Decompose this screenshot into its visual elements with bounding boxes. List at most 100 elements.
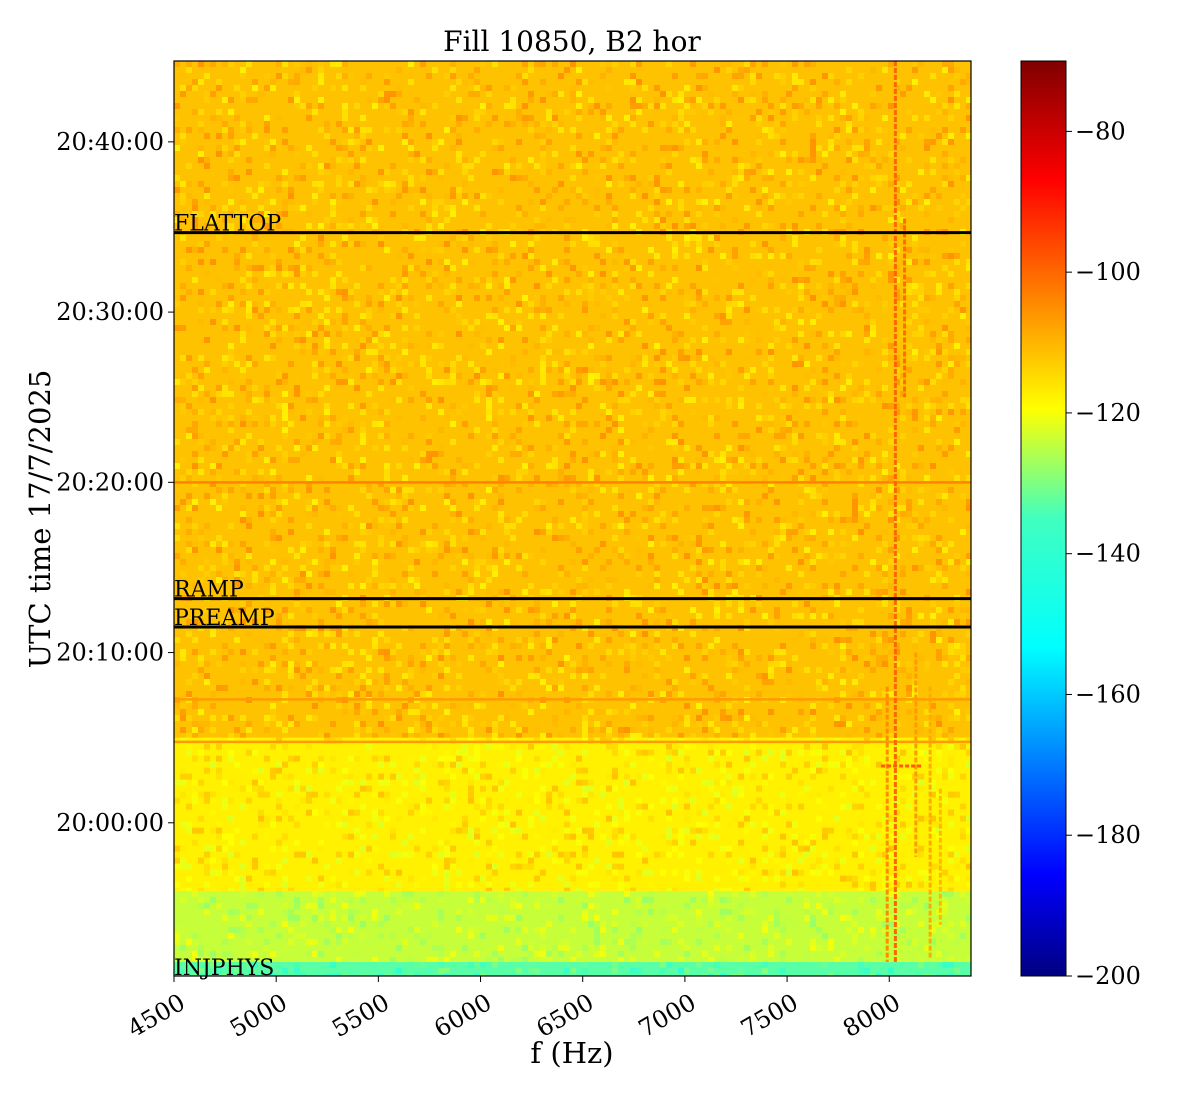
heatmap-cell [510,956,516,962]
heatmap-cell [660,511,666,517]
heatmap-cell [432,863,438,870]
heatmap-cell [396,908,402,915]
heatmap-cell [882,475,888,481]
heatmap-cell [894,217,900,223]
heatmap-cell [408,151,414,157]
heatmap-cell [372,815,378,822]
heatmap-cell [930,97,936,103]
heatmap-cell [948,355,954,361]
heatmap-cell [942,890,948,897]
heatmap-cell [288,487,294,493]
heatmap-cell [612,967,618,974]
heatmap-cell [414,902,420,909]
heatmap-cell [612,926,618,933]
heatmap-cell [912,235,918,241]
heatmap-cell [714,211,720,217]
heatmap-cell [474,367,480,373]
heatmap-cell [966,475,971,481]
heatmap-cell [888,259,894,265]
heatmap-cell [918,791,924,798]
heatmap-cell [678,397,684,403]
heatmap-cell [846,761,852,768]
heatmap-cell [960,932,966,939]
heatmap-cell [270,869,276,876]
heatmap-cell [684,875,690,882]
heatmap-cell [384,815,390,822]
heatmap-cell [510,743,516,750]
heatmap-cell [684,253,690,259]
heatmap-cell [870,127,876,133]
heatmap-cell [378,361,384,367]
heatmap-cell [792,920,798,927]
heatmap-cell [510,241,516,247]
heatmap-cell [582,737,588,744]
heatmap-cell [642,475,648,481]
heatmap-cell [474,839,480,846]
heatmap-cell [240,73,246,79]
heatmap-cell [444,845,450,852]
heatmap-cell [744,511,750,517]
heatmap-cell [510,857,516,864]
heatmap-cell [786,890,792,897]
heatmap-cell [960,205,966,211]
heatmap-cell [804,529,810,535]
heatmap-cell [510,409,516,415]
heatmap-cell [378,505,384,511]
heatmap-cell [816,223,822,229]
heatmap-cell [930,157,936,163]
heatmap-cell [558,349,564,355]
heatmap-cell [204,271,210,277]
heatmap-cell [180,259,186,265]
heatmap-cell [456,529,462,535]
heatmap-cell [240,247,246,253]
heatmap-cell [552,115,558,121]
heatmap-cell [960,773,966,780]
heatmap-cell [522,463,528,469]
heatmap-cell [282,761,288,768]
heatmap-cell [708,373,714,379]
heatmap-cell [564,967,570,974]
heatmap-cell [906,511,912,517]
heatmap-cell [396,517,402,523]
heatmap-cell [714,361,720,367]
heatmap-cell [720,779,726,786]
heatmap-cell [540,199,546,205]
heatmap-cell [726,821,732,828]
heatmap-cell [378,343,384,349]
heatmap-cell [570,833,576,840]
heatmap-cell [438,755,444,762]
heatmap-cell [462,133,468,139]
heatmap-cell [348,355,354,361]
heatmap-cell [918,445,924,451]
heatmap-cell [516,427,522,433]
heatmap-cell [792,277,798,283]
heatmap-cell [300,205,306,211]
heatmap-cell [522,956,528,962]
heatmap-cell [732,145,738,151]
heatmap-cell [174,932,180,939]
heatmap-cell [498,139,504,145]
heatmap-cell [228,749,234,756]
heatmap-cell [264,211,270,217]
heatmap-cell [828,938,834,945]
heatmap-cell [714,415,720,421]
heatmap-cell [594,475,600,481]
heatmap-cell [324,343,330,349]
heatmap-cell [696,289,702,295]
heatmap-cell [246,938,252,945]
heatmap-cell [456,761,462,768]
heatmap-cell [612,313,618,319]
heatmap-cell [444,259,450,265]
heatmap-cell [450,505,456,511]
heatmap-cell [702,157,708,163]
heatmap-cell [744,175,750,181]
heatmap-cell [282,457,288,463]
heatmap-cell [846,187,852,193]
heatmap-cell [348,797,354,804]
heatmap-cell [672,337,678,343]
heatmap-cell [666,887,672,891]
heatmap-cell [702,325,708,331]
heatmap-cell [444,289,450,295]
heatmap-cell [336,217,342,223]
heatmap-cell [330,319,336,325]
